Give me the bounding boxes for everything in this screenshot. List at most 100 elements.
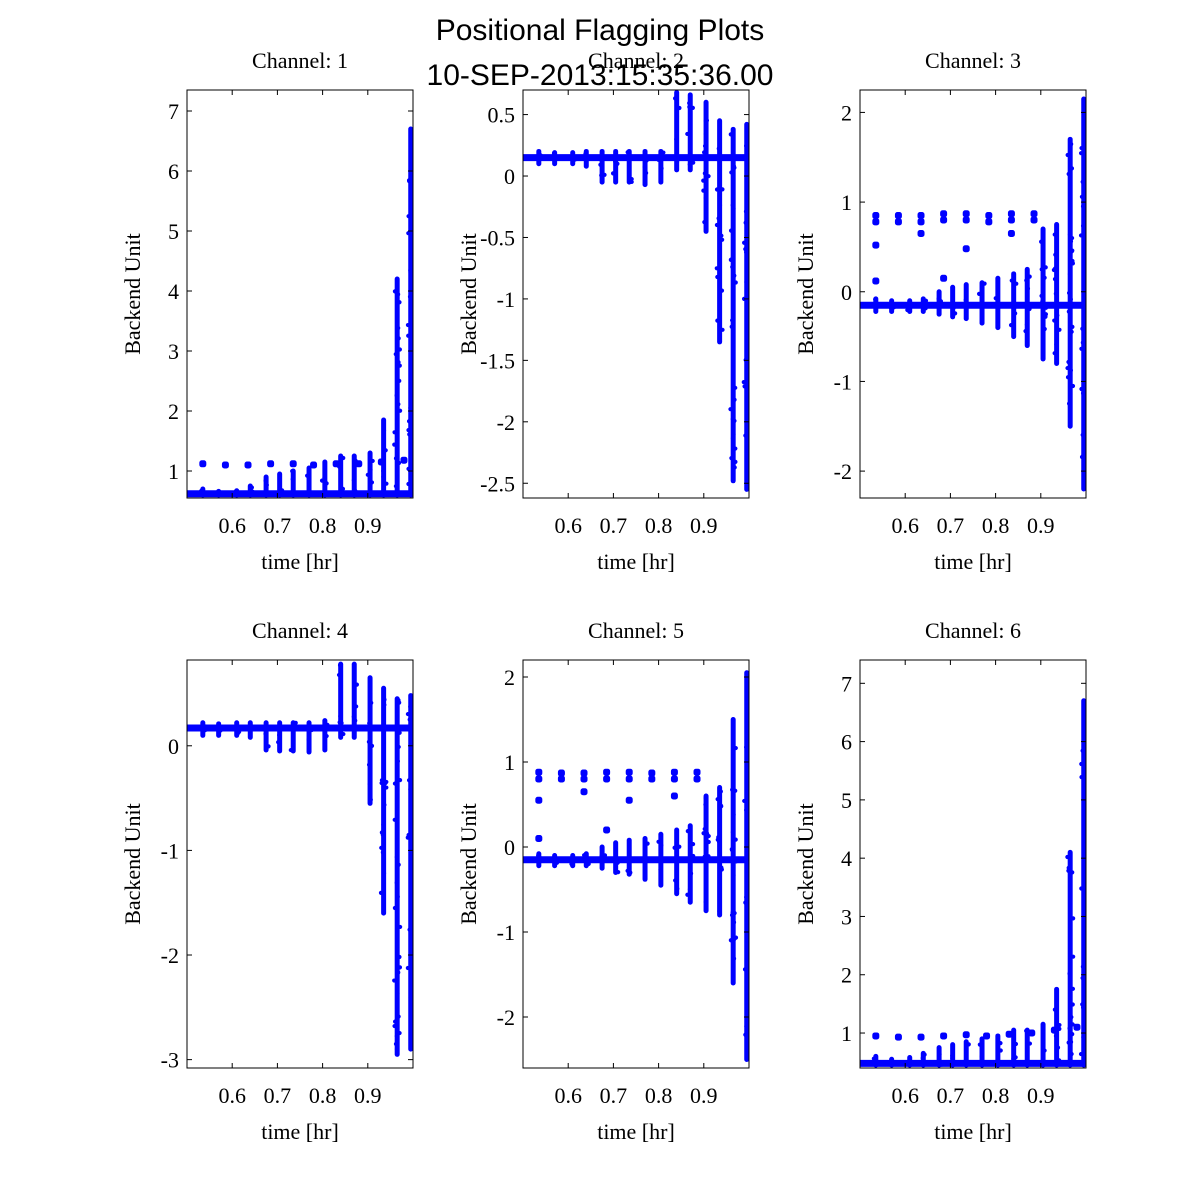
burst-point (392, 442, 397, 447)
y-tick-label: 0 (504, 835, 515, 860)
burst-point (290, 477, 295, 482)
burst-point (625, 868, 630, 873)
burst-point (581, 853, 587, 858)
burst-point (599, 173, 604, 178)
outlier-point (940, 210, 948, 218)
burst-point (743, 1032, 748, 1037)
burst-point (382, 697, 387, 702)
burst-point (1070, 1002, 1075, 1007)
outlier-point (535, 835, 543, 842)
axes-frame (859, 89, 1087, 499)
burst-point (1053, 291, 1058, 296)
burst-point (923, 306, 928, 311)
burst-point (409, 327, 413, 332)
burst-point (553, 157, 558, 162)
panels-group: 0.6 0.7 0.8 0.9 1 2 3 4 5 6 7 Channel: 1 time [hr] Ba… (120, 48, 1087, 1144)
burst-point (411, 889, 413, 894)
chart-panel-6: 0.6 0.7 0.8 0.9 1 2 3 4 5 6 7 Channel: 6 time [hr] Ba… (793, 618, 1087, 1144)
y-tick-label: -1 (834, 369, 852, 394)
burst-point (643, 857, 649, 862)
outlier-point (557, 769, 565, 777)
burst-point (701, 831, 706, 836)
burst-point (720, 237, 725, 242)
outlier-point (1007, 216, 1015, 224)
burst-point (264, 482, 269, 488)
burst-point (536, 853, 541, 858)
outlier-point (580, 775, 588, 783)
y-tick-label: 2 (504, 665, 515, 690)
burst-point (717, 203, 723, 208)
burst-point (324, 481, 329, 486)
y-tick-label: -1 (497, 920, 515, 945)
burst-point (672, 96, 678, 101)
y-tick-label: 3 (841, 904, 852, 929)
x-axis-label: time [hr] (597, 549, 675, 574)
burst-point (1065, 375, 1071, 380)
burst-point (1079, 761, 1084, 767)
burst-point (397, 1030, 402, 1036)
burst-point (1041, 1035, 1046, 1041)
outlier-point (648, 769, 656, 777)
burst-point (396, 360, 401, 365)
panel-title: Channel: 4 (252, 618, 348, 643)
burst-point (742, 240, 747, 245)
burst-point (976, 291, 982, 296)
burst-point (351, 714, 356, 719)
burst-point (1069, 1015, 1074, 1020)
burst-point (293, 720, 298, 725)
burst-point (1027, 306, 1032, 312)
burst-point (366, 739, 371, 745)
outlier-point (670, 775, 678, 783)
burst-point (397, 730, 402, 735)
burst-point (397, 378, 402, 383)
burst-point (746, 127, 749, 133)
burst-point (745, 1003, 749, 1008)
burst-point (701, 178, 706, 183)
burst-point (382, 802, 387, 807)
burst-point (876, 1060, 881, 1065)
burst-point (615, 161, 620, 166)
burst-point (337, 720, 342, 725)
burst-point (871, 1056, 876, 1061)
burst-point (381, 474, 386, 479)
outlier-point (693, 768, 701, 776)
burst-point (1069, 329, 1074, 334)
burst-point (995, 320, 1000, 325)
y-tick-label: 0 (504, 164, 515, 189)
burst-point (1042, 1048, 1047, 1053)
burst-point (616, 870, 621, 875)
panel-title: Channel: 2 (588, 48, 684, 73)
burst-point (1081, 1017, 1086, 1022)
outlier-point (1030, 210, 1038, 218)
burst-point (1067, 1026, 1072, 1031)
burst-point (717, 258, 722, 263)
burst-point (365, 472, 370, 477)
outlier-point (894, 218, 902, 226)
burst-point (382, 702, 387, 707)
burst-point (625, 150, 630, 155)
chart-panel-1: 0.6 0.7 0.8 0.9 1 2 3 4 5 6 7 Channel: 1 time [hr] Ba… (120, 48, 414, 574)
burst-point (715, 797, 720, 802)
burst-point (1070, 324, 1075, 329)
burst-point (1024, 1028, 1029, 1033)
burst-point (1068, 1039, 1074, 1045)
y-tick-label: -2 (834, 459, 852, 484)
burst-point (744, 243, 749, 249)
x-tick-label: 0.9 (690, 1083, 718, 1108)
burst-point (392, 430, 397, 435)
burst-point (730, 318, 735, 323)
y-axis-label: Backend Unit (793, 233, 818, 355)
burst-point (277, 732, 282, 738)
burst-point (384, 785, 389, 790)
burst-point (951, 305, 956, 311)
burst-point (658, 867, 663, 872)
burst-point (381, 822, 386, 827)
burst-point (644, 170, 649, 176)
burst-point (1082, 100, 1086, 105)
burst-point (395, 759, 400, 764)
burst-point (744, 308, 749, 314)
burst-point (369, 743, 375, 749)
burst-point (378, 490, 383, 496)
axes-frame (186, 89, 414, 499)
